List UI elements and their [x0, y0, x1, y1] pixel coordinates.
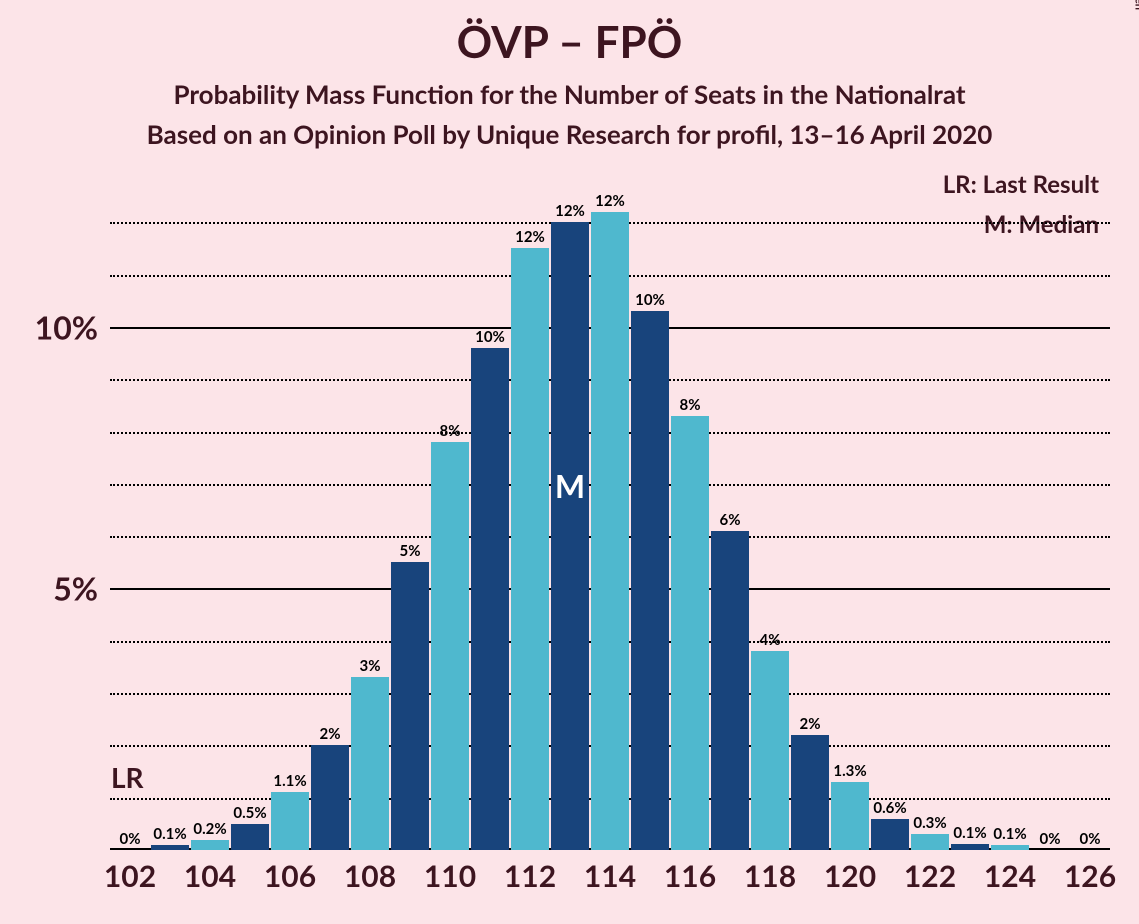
- x-axis-tick-label: 110: [424, 858, 476, 894]
- bar: 0.6%: [871, 819, 909, 850]
- x-axis-tick-label: 126: [1064, 858, 1116, 894]
- bar-value-label: 0.1%: [953, 824, 986, 842]
- x-axis-tick-label: 116: [664, 858, 716, 894]
- bar-value-label: 12%: [595, 192, 625, 210]
- bar-value-label: 0%: [1080, 830, 1101, 848]
- bar: 1.3%: [831, 782, 869, 850]
- bar: 12%: [551, 222, 589, 850]
- bar-value-label: 12%: [555, 202, 585, 220]
- bar-value-label: 5%: [400, 542, 421, 560]
- bar: 3%: [351, 677, 389, 850]
- bar-value-label: 8%: [440, 422, 461, 440]
- chart-subtitle-1: Probability Mass Function for the Number…: [0, 78, 1139, 110]
- bar: 2%: [791, 735, 829, 850]
- bar-value-label: 0.5%: [233, 804, 266, 822]
- y-axis-label: 5%: [53, 569, 98, 608]
- x-axis-tick-label: 102: [104, 858, 156, 894]
- bar-value-label: 0.2%: [193, 820, 226, 838]
- x-axis-tick-label: 118: [744, 858, 796, 894]
- bar: 8%: [431, 442, 469, 850]
- bar-value-label: 0%: [120, 830, 141, 848]
- bar: 0.5%: [231, 824, 269, 850]
- x-axis-tick-label: 108: [344, 858, 396, 894]
- bar-value-label: 10%: [475, 328, 505, 346]
- bar-value-label: 0.1%: [993, 825, 1026, 843]
- x-axis-tick-label: 104: [184, 858, 236, 894]
- x-axis-tick-label: 112: [504, 858, 556, 894]
- bar: 0.1%: [951, 844, 989, 850]
- bar: 2%: [311, 745, 349, 850]
- x-axis-tick-label: 122: [904, 858, 956, 894]
- x-axis-tick-label: 106: [264, 858, 316, 894]
- y-axis-label: 10%: [35, 307, 98, 346]
- bar-value-label: 10%: [635, 291, 665, 309]
- x-axis-tick-label: 114: [584, 858, 636, 894]
- chart-container: ÖVP – FPÖ Probability Mass Function for …: [0, 0, 1139, 924]
- bar: 1.1%: [271, 792, 309, 850]
- bar-value-label: 4%: [760, 631, 781, 649]
- bar: 0.1%: [151, 845, 189, 850]
- bar: 0.3%: [911, 834, 949, 850]
- plot-area: 5%10%0%0.1%0.2%0.5%1.1%2%3%5%8%10%12%12%…: [110, 170, 1110, 850]
- x-axis-tick-label: 124: [984, 858, 1036, 894]
- bar-value-label: 1.1%: [273, 772, 306, 790]
- bar: 8%: [671, 416, 709, 850]
- bar-value-label: 8%: [680, 396, 701, 414]
- bar-value-label: 0.3%: [913, 814, 946, 832]
- bar-value-label: 6%: [720, 511, 741, 529]
- last-result-label: LR: [111, 760, 144, 794]
- bars-layer: 0%0.1%0.2%0.5%1.1%2%3%5%8%10%12%12%12%10…: [110, 170, 1110, 850]
- chart-subtitle-2: Based on an Opinion Poll by Unique Resea…: [0, 118, 1139, 150]
- bar: 12%: [591, 212, 629, 850]
- bar-value-label: 2%: [320, 725, 341, 743]
- bar: 10%: [471, 348, 509, 850]
- bar: 4%: [751, 651, 789, 850]
- bar: 6%: [711, 531, 749, 850]
- x-axis-tick-label: 120: [824, 858, 876, 894]
- bar-value-label: 1.3%: [833, 762, 866, 780]
- bar: 10%: [631, 311, 669, 850]
- bar-value-label: 0.6%: [873, 799, 906, 817]
- bar: 12%: [511, 248, 549, 850]
- bar-value-label: 0.1%: [153, 825, 186, 843]
- bar-value-label: 0%: [1040, 830, 1061, 848]
- bar: 0.1%: [991, 845, 1029, 850]
- bar: 5%: [391, 562, 429, 850]
- chart-title: ÖVP – FPÖ: [0, 16, 1139, 68]
- bar: 0.2%: [191, 840, 229, 850]
- bar-value-label: 12%: [515, 228, 545, 246]
- copyright-text: © 2020 Filip van Laenen: [1133, 0, 1139, 10]
- bar-value-label: 2%: [800, 715, 821, 733]
- bar-value-label: 3%: [360, 657, 381, 675]
